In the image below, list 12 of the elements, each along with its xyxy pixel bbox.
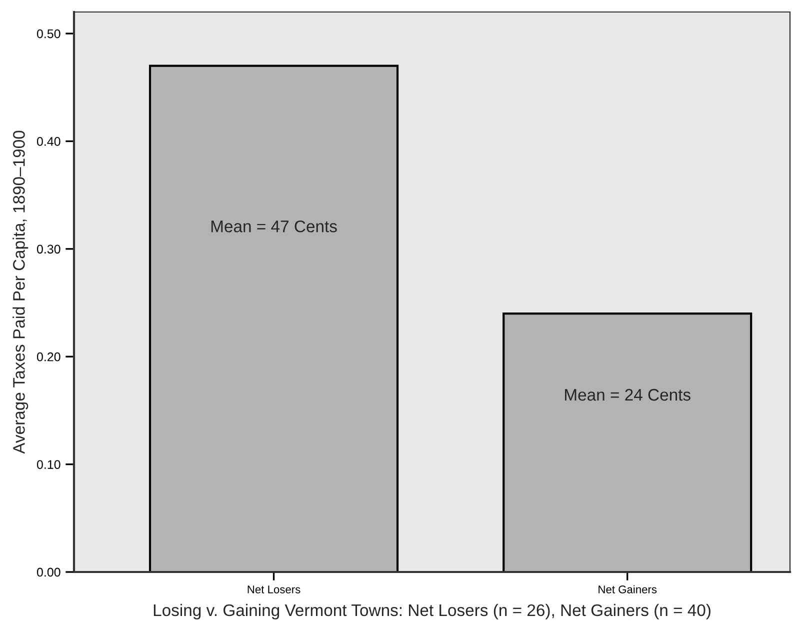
annotation: Mean = 24 Cents	[565, 388, 690, 401]
x-axis-title: Losing v. Gaining Vermont Towns: Net Losers (n = 26), Net Gainers (n = 40)	[154, 604, 710, 620]
y-tick-label: 0.40	[36, 137, 60, 146]
x-tick-label: Net Losers	[248, 586, 300, 594]
x-tick-label: Net Gainers	[598, 585, 657, 594]
y-tick-label: 0.50	[36, 29, 60, 38]
annotation: Mean = 47 Cents	[211, 220, 337, 232]
y-tick-label: 0.10	[36, 460, 60, 469]
y-tick-label: 0.20	[36, 352, 60, 362]
y-tick-label: 0.00	[36, 568, 60, 577]
y-tick-label: 0.30	[36, 244, 60, 254]
y-axis-title: Average Taxes Paid Per Capita, 1890–1900	[12, 130, 28, 454]
